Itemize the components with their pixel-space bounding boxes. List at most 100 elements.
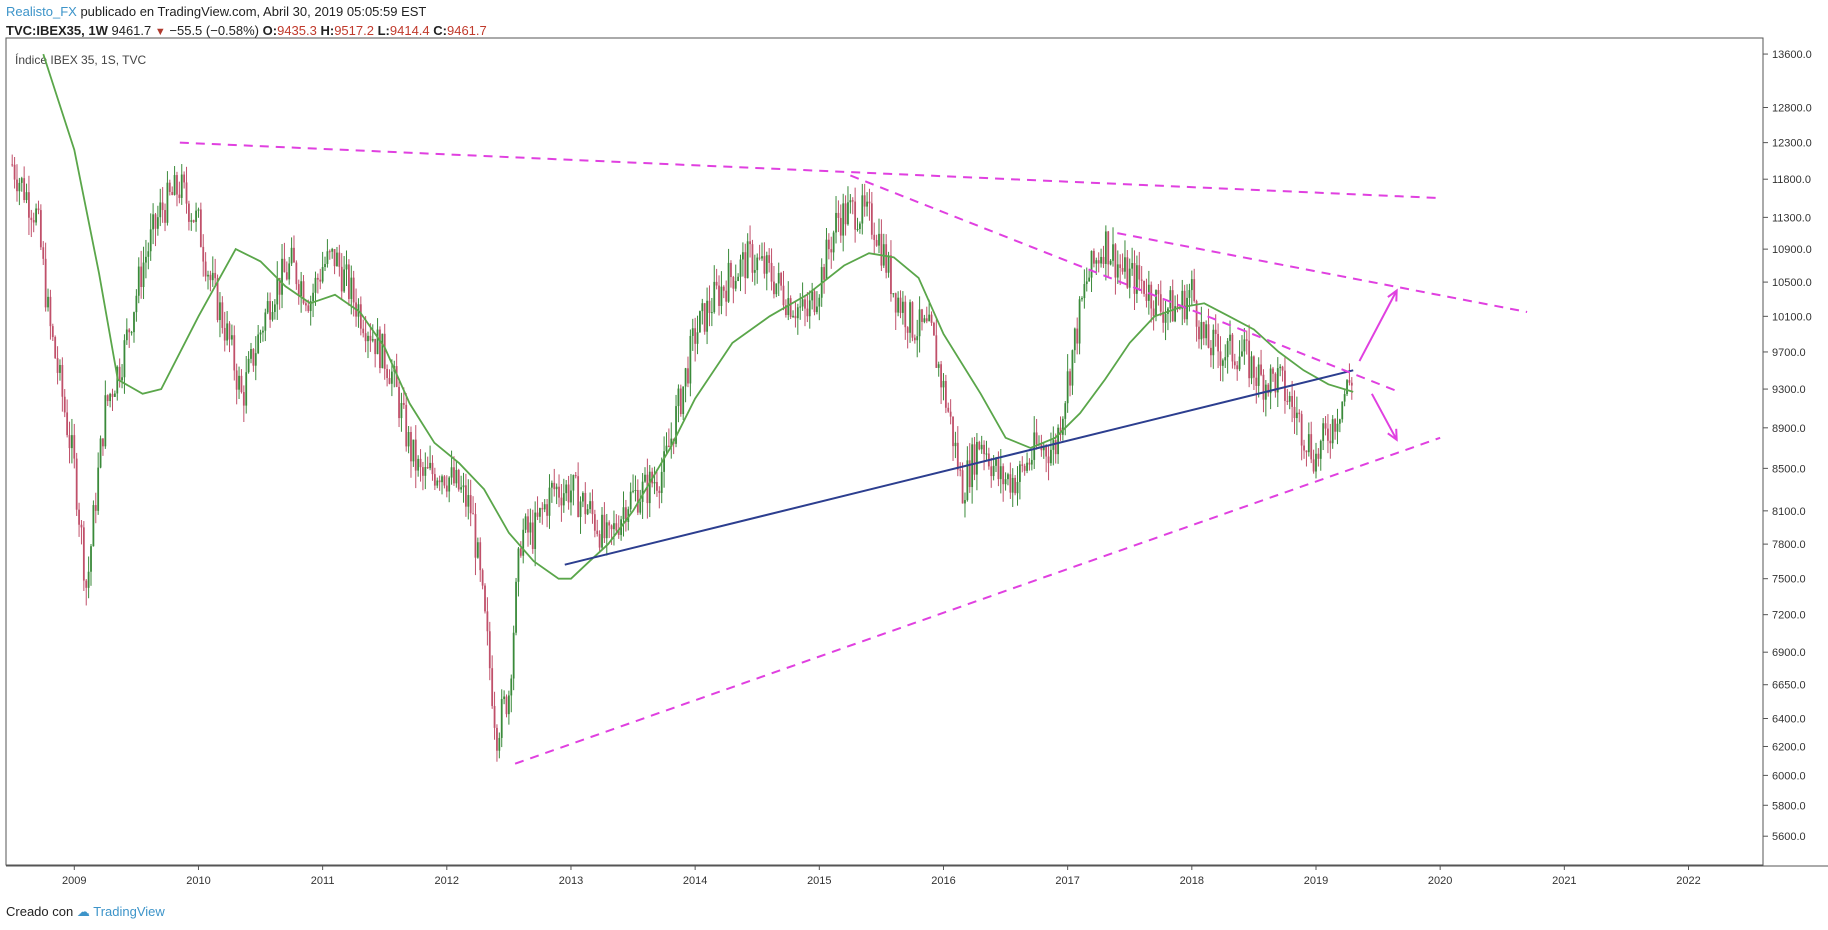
- candle-body: [842, 203, 845, 236]
- candle-body: [113, 393, 116, 397]
- candle-body: [531, 522, 534, 549]
- candle-body: [863, 195, 866, 207]
- candle-body: [980, 444, 983, 450]
- candle-body: [491, 668, 494, 707]
- candle-body: [176, 175, 178, 195]
- candle-body: [290, 247, 293, 264]
- candle-body: [457, 469, 460, 490]
- candle-body: [1152, 308, 1155, 316]
- moving-average-line: [42, 53, 1354, 580]
- candle-body: [656, 482, 658, 491]
- candle-body: [677, 388, 680, 407]
- publish-header: Realisto_FX publicado en TradingView.com…: [6, 2, 426, 22]
- candle-body: [1016, 481, 1019, 494]
- candle-body: [1124, 257, 1126, 272]
- candle-body: [937, 364, 940, 368]
- candle-body: [593, 514, 596, 531]
- time-axis[interactable]: 2009 2010 2011 2012 2013 2014 2015 2016 2017 2018…: [62, 865, 1701, 887]
- candle-body: [307, 305, 310, 312]
- candle-body: [744, 252, 747, 279]
- author-link[interactable]: Realisto_FX: [6, 4, 77, 19]
- candle-body: [1221, 360, 1224, 366]
- candle-body: [1279, 366, 1282, 369]
- candle-body: [197, 209, 200, 211]
- candle-body: [1023, 465, 1026, 471]
- candle-body: [297, 284, 300, 296]
- candle-body: [770, 262, 773, 282]
- plot-border: [5, 37, 1764, 866]
- tradingview-brand-link[interactable]: TradingView: [93, 904, 165, 919]
- y-tick-label: 5600.0: [1772, 831, 1806, 843]
- arrow-line: [1358, 290, 1398, 362]
- candle-body: [992, 465, 995, 477]
- candle-body: [419, 458, 422, 468]
- candle-body: [271, 311, 274, 320]
- candle-body: [37, 208, 40, 211]
- candle-body: [550, 482, 553, 488]
- candle-body: [536, 512, 539, 517]
- candle-body: [765, 255, 768, 274]
- candle-body: [283, 258, 286, 273]
- candle-body: [386, 368, 389, 378]
- candle-body: [1054, 440, 1057, 455]
- candle-body: [555, 486, 558, 490]
- candle-body: [1350, 382, 1353, 386]
- candle-body: [350, 277, 353, 299]
- candle-body: [85, 580, 88, 588]
- candle-body: [1272, 368, 1274, 374]
- candle-body: [1088, 277, 1091, 282]
- candle-body: [1097, 260, 1100, 264]
- candle-body: [670, 438, 673, 447]
- candle-body: [379, 329, 381, 369]
- candle-body: [801, 299, 804, 307]
- candle-body: [125, 329, 128, 341]
- candle-body: [145, 256, 147, 263]
- candle-body: [235, 370, 238, 390]
- candle-body: [897, 297, 900, 313]
- candle-body: [336, 252, 338, 267]
- candle-body: [314, 277, 317, 293]
- candle-body: [577, 476, 580, 517]
- candle-body: [44, 258, 47, 308]
- candle-body: [985, 453, 988, 455]
- candle-body: [180, 174, 183, 198]
- candle-body: [238, 375, 240, 390]
- candle-body: [11, 164, 14, 166]
- candle-body: [837, 212, 840, 218]
- candle-body: [1083, 284, 1086, 299]
- candle-body: [954, 442, 957, 447]
- y-tick-label: 9700.0: [1772, 347, 1806, 359]
- candle-body: [462, 485, 465, 488]
- candle-body: [1112, 244, 1114, 261]
- candle-body: [106, 395, 109, 402]
- candle-body: [87, 571, 90, 588]
- candle-body: [359, 304, 362, 329]
- candle-body: [1307, 434, 1310, 453]
- candle-body: [768, 255, 771, 263]
- candle-body: [777, 273, 780, 284]
- candle-body: [627, 509, 630, 522]
- candle-body: [481, 570, 484, 586]
- candle-body: [539, 508, 541, 517]
- candle-body: [75, 458, 78, 510]
- dashed-trend-line: [514, 436, 1441, 765]
- candle-body: [390, 371, 393, 384]
- candle-body: [1243, 339, 1246, 352]
- y-tick-label: 6650.0: [1772, 680, 1806, 692]
- candle-body: [543, 504, 546, 510]
- x-tick-label: 2010: [186, 875, 210, 887]
- price-axis[interactable]: 13600.0 12800.0 12300.0 11800.0 11300.0 10900…: [1763, 49, 1812, 843]
- candle-body: [1093, 250, 1095, 264]
- candle-body: [1202, 322, 1205, 339]
- candle-body: [71, 435, 73, 449]
- low-label: L:: [377, 23, 390, 38]
- candle-body: [23, 178, 26, 201]
- candle-body: [266, 301, 269, 313]
- candle-body: [1007, 474, 1009, 480]
- arrow-head: [1387, 428, 1398, 442]
- candle-body: [1219, 351, 1222, 366]
- candle-body: [906, 327, 909, 333]
- candle-body: [59, 365, 61, 373]
- candle-body: [773, 281, 775, 295]
